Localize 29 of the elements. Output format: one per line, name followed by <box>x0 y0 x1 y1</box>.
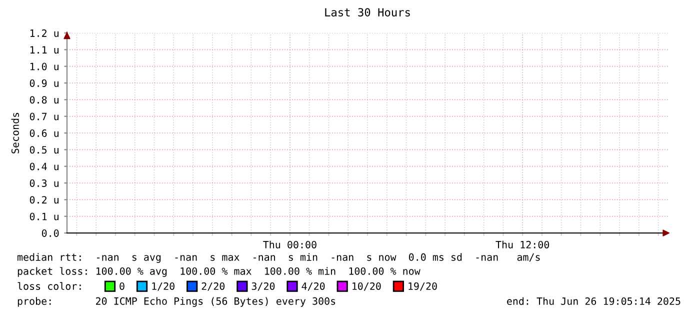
y-axis-title: Seconds <box>11 112 19 154</box>
chart-title: Last 30 Hours <box>325 8 410 16</box>
legend-label: 1/20 <box>152 282 174 291</box>
legend-label: 2/20 <box>202 282 225 291</box>
y-tick-label: 0.0 <box>42 229 59 237</box>
legend-label: 0 <box>120 282 124 290</box>
text: probe: 20 ICMP Echo Pings (56 Bytes) every 300s <box>18 297 336 307</box>
y-tick-label: 1.1 u <box>30 46 58 54</box>
text: packet loss: 100.00 % avg 100.00 % max 100.00 % min 100.00 % now <box>18 267 420 277</box>
y-tick-label: 0.3 u <box>30 179 58 187</box>
y-tick-label: 0.2 u <box>30 196 58 204</box>
legend-label: 19/20 <box>408 282 437 291</box>
y-tick-label: 0.7 u <box>30 112 58 120</box>
y-tick-label: 1.0 u <box>30 62 58 70</box>
y-tick-label: 0.1 u <box>30 212 58 220</box>
y-tick-label: 1.2 u <box>30 29 58 37</box>
legend-label: 3/20 <box>252 282 275 291</box>
legend-label: 10/20 <box>352 282 381 291</box>
text: loss color: <box>18 282 81 290</box>
text: median rtt: -nan s avg -nan s max -nan s min -nan s now 0.0 ms sd -nan am/s <box>18 253 540 263</box>
y-tick-label: 0.9 u <box>30 79 58 87</box>
y-tick-label: 0.8 u <box>30 96 58 104</box>
text: end: Thu Jun 26 19:05:14 2025 <box>507 297 680 305</box>
legend-label: 4/20 <box>302 282 325 291</box>
y-tick-label: 0.5 u <box>30 146 58 154</box>
y-tick-label: 0.4 u <box>30 162 58 170</box>
x-tick-label: Thu 00:00 <box>263 240 316 248</box>
y-tick-label: 0.6 u <box>30 129 58 137</box>
x-tick-label: Thu 12:00 <box>496 240 550 248</box>
